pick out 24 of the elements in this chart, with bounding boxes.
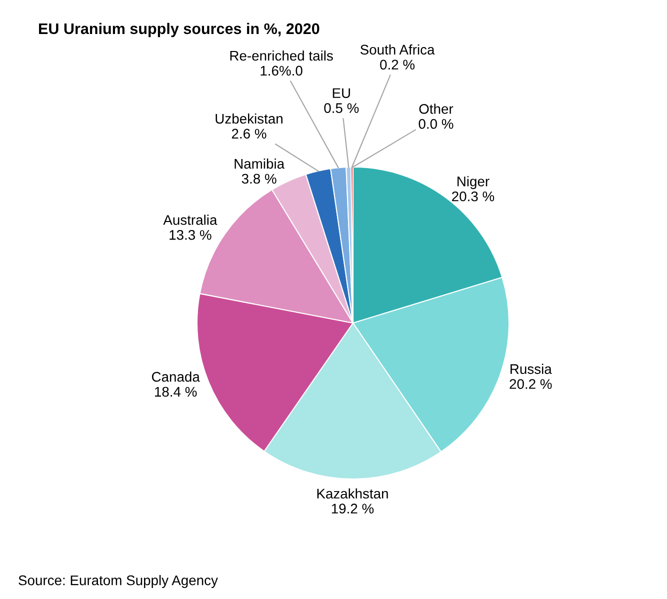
slice-label: Canada [152,372,200,382]
slice-label: Namibia [234,158,285,169]
text: 0.0 % [418,118,454,129]
slice-label: South Africa [360,44,435,55]
data-label: 1.6%.0 [260,66,302,76]
slice-label: Australia [163,214,218,225]
data-label: 20.2 % [510,379,552,389]
data-label: 0.2 % [380,60,415,70]
data-label: 3.8 % [242,174,276,184]
chart-title: EU Uranium supply sources in %, 2020 [39,22,320,38]
data-label: 2.6 % [232,128,266,139]
slice-label: Russia [510,364,552,374]
slice-label: Kazakhstan [317,488,388,499]
slice-label: Re-enriched tails [230,50,333,61]
data-label: 0.5 % [324,103,359,113]
source-note: Source: Euratom Supply Agency [18,575,218,588]
data-label: 19.2 % [332,504,374,514]
data-label: 20.3 % [452,191,494,202]
slice-label: Uzbekistan [216,113,282,124]
slice-label: Niger [458,176,490,190]
data-label: 18.4 % [155,386,197,397]
category-label: Other [419,104,454,114]
data-label: 13.3 % [170,230,212,240]
slice-label: EU [332,88,350,98]
